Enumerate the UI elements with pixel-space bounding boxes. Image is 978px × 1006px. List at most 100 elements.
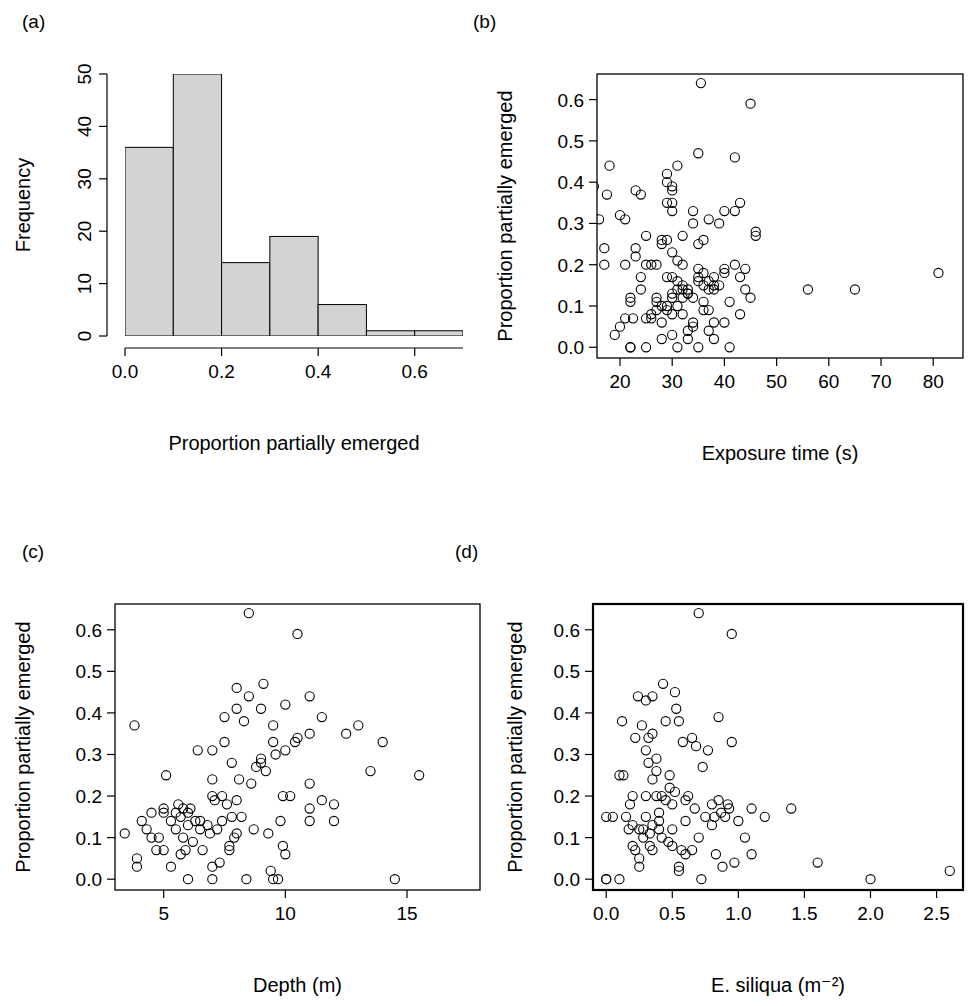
scatter-point xyxy=(720,318,729,327)
scatter-point xyxy=(636,190,645,199)
scatter-point xyxy=(619,771,628,780)
scatter-point xyxy=(715,281,724,290)
scatter-point xyxy=(647,314,656,323)
scatter-point xyxy=(711,850,720,859)
x-tick-label: 2.5 xyxy=(923,903,949,924)
scatter-point xyxy=(621,260,630,269)
y-tick-label: 0.6 xyxy=(554,620,580,641)
scatter-point xyxy=(694,833,703,842)
scatter-point xyxy=(617,717,626,726)
scatter-point xyxy=(641,231,650,240)
x-axis-line xyxy=(125,347,463,348)
scatter-point xyxy=(120,829,129,838)
x-tick-label: 60 xyxy=(818,371,839,392)
scatter-point xyxy=(681,816,690,825)
scatter-point xyxy=(661,717,670,726)
x-tick xyxy=(318,348,319,356)
y-tick xyxy=(99,283,107,284)
y-tick xyxy=(99,335,107,336)
scatter-point xyxy=(203,821,212,830)
plot-frame xyxy=(597,74,963,358)
scatter-point xyxy=(242,875,251,884)
y-tick xyxy=(107,629,115,630)
scatter-point xyxy=(709,272,718,281)
scatter-point xyxy=(276,816,285,825)
scatter-point xyxy=(641,812,650,821)
scatter-point xyxy=(652,767,661,776)
scatter-point xyxy=(641,746,650,755)
scatter-point xyxy=(305,804,314,813)
scatter-point xyxy=(699,297,708,306)
scatter-point xyxy=(662,198,671,207)
y-tick xyxy=(99,231,107,232)
x-tick xyxy=(406,890,407,898)
y-axis-label: Proportion partially emerged xyxy=(504,621,526,872)
histogram-bar xyxy=(125,147,173,336)
scatter-point xyxy=(725,343,734,352)
scatter-point xyxy=(636,285,645,294)
scatter-point xyxy=(130,721,139,730)
scatter-point xyxy=(730,858,739,867)
y-axis-label: Frequency xyxy=(12,158,34,253)
scatter-point xyxy=(668,841,677,850)
scatter-point xyxy=(688,206,697,215)
x-tick xyxy=(738,890,739,898)
scatter-point xyxy=(741,264,750,273)
x-tick-label: 1.0 xyxy=(725,903,751,924)
background xyxy=(0,0,978,1006)
y-tick-label: 0.6 xyxy=(558,90,584,111)
x-tick-label: 15 xyxy=(396,903,417,924)
y-tick-label: 0.1 xyxy=(76,828,102,849)
scatter-point xyxy=(725,297,734,306)
scatter-point xyxy=(317,796,326,805)
scatter-point xyxy=(628,314,637,323)
panel-label: (a) xyxy=(22,11,45,32)
x-tick-label: 0.5 xyxy=(659,903,685,924)
x-tick xyxy=(776,358,777,366)
scatter-point xyxy=(690,804,699,813)
scatter-point xyxy=(137,816,146,825)
scatter-point xyxy=(637,721,646,730)
marks xyxy=(602,609,955,884)
y-tick-label: 0.0 xyxy=(76,869,102,890)
scatter-point xyxy=(162,771,171,780)
scatter-point xyxy=(232,704,241,713)
panel-label: (b) xyxy=(473,11,496,32)
scatter-point xyxy=(803,285,812,294)
scatter-point xyxy=(694,149,703,158)
scatter-point xyxy=(256,704,265,713)
scatter-point xyxy=(159,845,168,854)
scatter-point xyxy=(600,260,609,269)
scatter-point xyxy=(657,318,666,327)
scatter-point xyxy=(628,791,637,800)
scatter-point xyxy=(751,227,760,236)
y-tick xyxy=(585,754,593,755)
scatter-point xyxy=(631,244,640,253)
y-tick xyxy=(589,264,597,265)
x-tick xyxy=(285,890,286,898)
panel: (b)Exposure time (s)Proportion partially… xyxy=(473,11,963,464)
scatter-point xyxy=(179,833,188,842)
scatter-point xyxy=(256,754,265,763)
scatter-point xyxy=(166,862,175,871)
y-tick xyxy=(99,126,107,127)
scatter-point xyxy=(626,343,635,352)
x-tick xyxy=(163,890,164,898)
scatter-point xyxy=(232,683,241,692)
scatter-point xyxy=(730,260,739,269)
y-tick-label: 0.3 xyxy=(554,744,580,765)
scatter-point xyxy=(746,99,755,108)
scatter-point xyxy=(244,609,253,618)
x-tick xyxy=(606,890,607,898)
scatter-point xyxy=(239,717,248,726)
scatter-point xyxy=(658,679,667,688)
scatter-point xyxy=(159,804,168,813)
marks xyxy=(125,74,463,336)
scatter-point xyxy=(668,310,677,319)
y-tick xyxy=(107,754,115,755)
scatter-point xyxy=(688,318,697,327)
scatter-point xyxy=(678,231,687,240)
scatter-point xyxy=(673,343,682,352)
scatter-point xyxy=(696,78,705,87)
y-tick-label: 0.5 xyxy=(554,661,580,682)
